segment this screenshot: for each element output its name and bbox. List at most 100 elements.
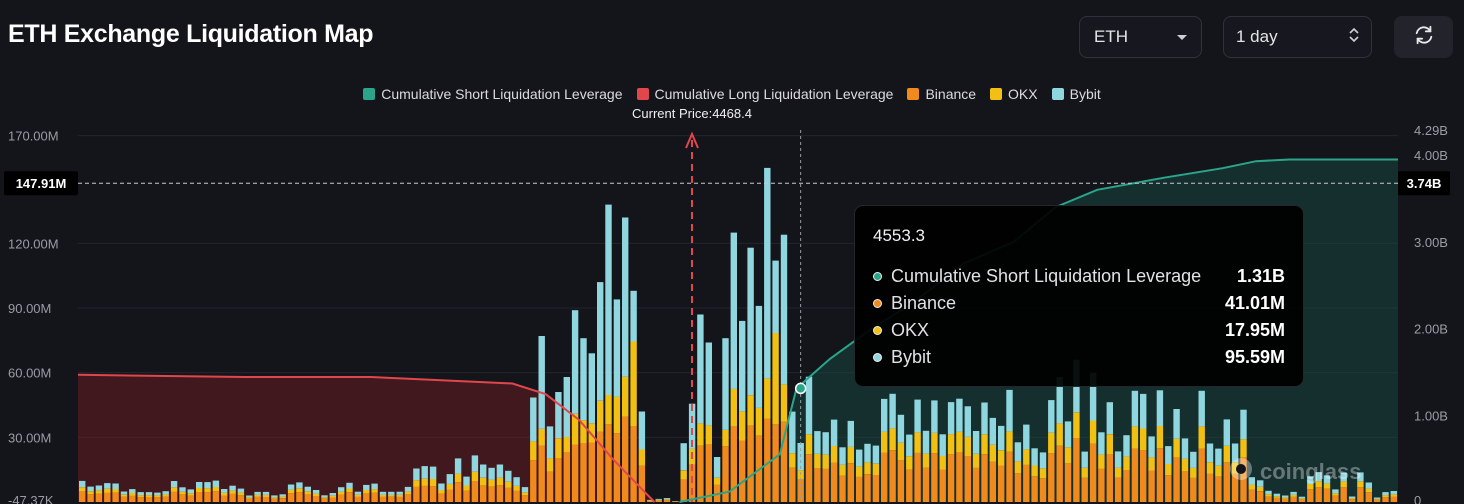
binance-bar — [1198, 448, 1205, 502]
bybit-bar — [747, 247, 754, 396]
coin-select[interactable]: ETH — [1079, 16, 1202, 58]
crosshair-left-label-bg — [4, 171, 78, 196]
y-left-tick-label: 170.00M — [8, 129, 59, 144]
legend-swatch-long — [636, 88, 649, 100]
binance-bar — [672, 501, 679, 502]
okx-bar — [112, 489, 119, 493]
watermark-text: coinglass — [1260, 459, 1362, 484]
bybit-bar — [964, 406, 971, 437]
binance-bar — [505, 488, 512, 502]
okx-bar — [446, 483, 453, 490]
bybit-bar — [1198, 390, 1205, 427]
binance-bar — [1340, 487, 1347, 502]
binance-bar — [471, 481, 479, 502]
legend-swatch-bybit — [1051, 88, 1064, 100]
bybit-bar — [429, 466, 437, 479]
okx-bar — [1198, 426, 1205, 449]
binance-bar — [1114, 477, 1122, 502]
bybit-bar — [772, 260, 779, 333]
bybit-bar — [1140, 393, 1147, 429]
okx-bar — [872, 463, 880, 475]
legend-item-long[interactable]: Cumulative Long Liquidation Leverage — [636, 86, 893, 102]
bybit-bar — [705, 342, 712, 426]
binance-bar — [1039, 478, 1047, 502]
legend-item-binance[interactable]: Binance — [907, 86, 976, 102]
chart-legend: Cumulative Short Liquidation Leverage Cu… — [0, 86, 1464, 102]
bybit-bar — [697, 314, 704, 424]
okx-bar — [546, 458, 554, 472]
range-select[interactable]: 1 day — [1223, 16, 1372, 58]
okx-bar — [563, 437, 570, 452]
crosshair-right-label: 3.74B — [1407, 176, 1442, 191]
binance-bar — [1231, 473, 1239, 502]
binance-bar — [1206, 473, 1214, 502]
binance-bar — [722, 446, 729, 502]
bybit-bar — [221, 489, 228, 493]
binance-bar — [1073, 438, 1080, 502]
binance-bar — [1056, 445, 1063, 502]
bybit-bar — [104, 483, 111, 489]
okx-bar — [363, 490, 370, 494]
okx-bar — [321, 497, 328, 499]
bybit-bar — [755, 305, 763, 408]
binance-bar — [1098, 468, 1105, 502]
legend-item-okx[interactable]: OKX — [990, 86, 1038, 102]
okx-bar — [170, 487, 178, 492]
bybit-bar — [312, 490, 320, 494]
bybit-bar — [304, 486, 311, 492]
okx-bar — [1340, 481, 1347, 488]
okx-bar — [571, 413, 579, 445]
y-right-tick-label: 0 — [1414, 493, 1421, 504]
binance-bar — [872, 474, 880, 502]
binance-bar — [379, 496, 387, 502]
tooltip-price: 4553.3 — [873, 226, 925, 245]
okx-bar — [947, 434, 955, 455]
binance-bar — [1140, 450, 1147, 502]
okx-bar — [1365, 488, 1372, 493]
legend-item-bybit[interactable]: Bybit — [1051, 86, 1101, 102]
binance-bar — [296, 492, 303, 502]
long-leverage-area — [78, 374, 655, 502]
y-left-tick-label: -47.37K — [8, 493, 54, 504]
okx-bar — [1114, 467, 1122, 478]
binance-bar — [931, 453, 938, 502]
binance-bar — [1156, 448, 1164, 502]
bybit-bar — [179, 487, 186, 492]
bybit-bar — [505, 470, 512, 482]
bybit-bar — [454, 458, 462, 474]
bybit-bar — [471, 455, 479, 472]
binance-bar — [1282, 498, 1289, 502]
legend-item-short[interactable]: Cumulative Short Liquidation Leverage — [363, 86, 623, 102]
okx-bar — [1190, 467, 1197, 478]
binance-bar — [1323, 488, 1331, 502]
bybit-bar — [956, 398, 963, 432]
binance-bar — [404, 494, 412, 502]
bybit-bar — [688, 403, 696, 449]
bybit-bar — [513, 477, 520, 486]
okx-bar — [196, 488, 203, 492]
tooltip-row: Cumulative Short Liquidation Leverage 1.… — [873, 263, 1285, 290]
okx-bar — [179, 491, 186, 495]
okx-bar — [204, 488, 211, 493]
bybit-bar — [730, 232, 737, 389]
bybit-bar — [1173, 409, 1180, 439]
okx-bar — [454, 473, 462, 483]
okx-bar — [755, 407, 763, 436]
current-price-label: Current Price:4468.4 — [632, 106, 752, 121]
binance-bar — [663, 500, 671, 502]
okx-bar — [271, 497, 278, 499]
binance-bar — [981, 454, 988, 502]
binance-bar — [363, 493, 370, 502]
okx-bar — [371, 489, 378, 493]
binance-bar — [212, 491, 220, 502]
binance-bar — [388, 496, 395, 502]
binance-bar — [1265, 496, 1272, 502]
tooltip-value: 41.01M — [1224, 293, 1285, 313]
okx-bar — [1215, 465, 1222, 477]
binance-bar — [1390, 496, 1397, 502]
refresh-button[interactable] — [1394, 16, 1453, 58]
okx-bar — [287, 489, 295, 494]
binance-bar — [1014, 473, 1022, 502]
binance-bar — [1006, 451, 1013, 502]
okx-bar — [814, 453, 821, 468]
